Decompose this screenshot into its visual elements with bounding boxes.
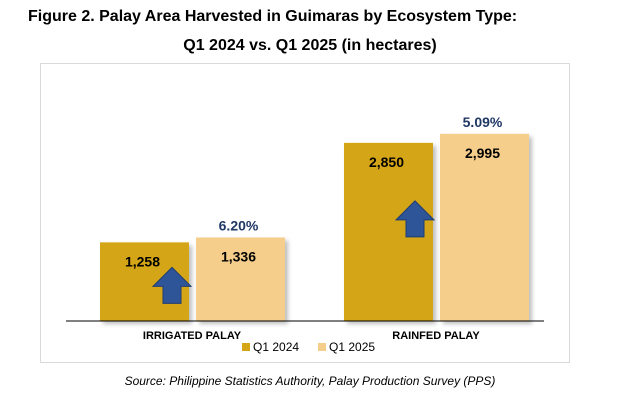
growth-label-irrigated-palay: 6.20% [219, 218, 259, 234]
chart-title-line-1: Figure 2. Palay Area Harvested in Guimar… [28, 8, 518, 25]
legend-swatch-q1-2024 [242, 343, 250, 351]
data-label-rainfed-palay-q1-2024: 2,850 [369, 154, 404, 170]
up-arrow-icon-irrigated-palay [151, 266, 193, 304]
data-label-irrigated-palay-q1-2024: 1,258 [125, 253, 160, 269]
data-label-irrigated-palay-q1-2025: 1,336 [221, 249, 256, 265]
legend-swatch-q1-2025 [318, 343, 326, 351]
category-label-rainfed-palay: RAINFED PALAY [392, 330, 480, 342]
growth-label-rainfed-palay: 5.09% [463, 114, 503, 130]
bar-irrigated-palay-q1-2025 [196, 237, 285, 321]
data-label-rainfed-palay-q1-2025: 2,995 [465, 145, 500, 161]
bar-rainfed-palay-q1-2025 [440, 133, 529, 321]
up-arrow-icon-rainfed-palay [394, 200, 436, 238]
legend-label-q1-2025: Q1 2025 [329, 340, 375, 354]
source-note: Source: Philippine Statistics Authority,… [124, 374, 496, 388]
chart-frame [40, 63, 570, 363]
legend-label-q1-2024: Q1 2024 [253, 340, 299, 354]
category-label-irrigated-palay: IRRIGATED PALAY [143, 330, 242, 342]
chart-title-line-2: Q1 2024 vs. Q1 2025 (in hectares) [183, 37, 437, 54]
